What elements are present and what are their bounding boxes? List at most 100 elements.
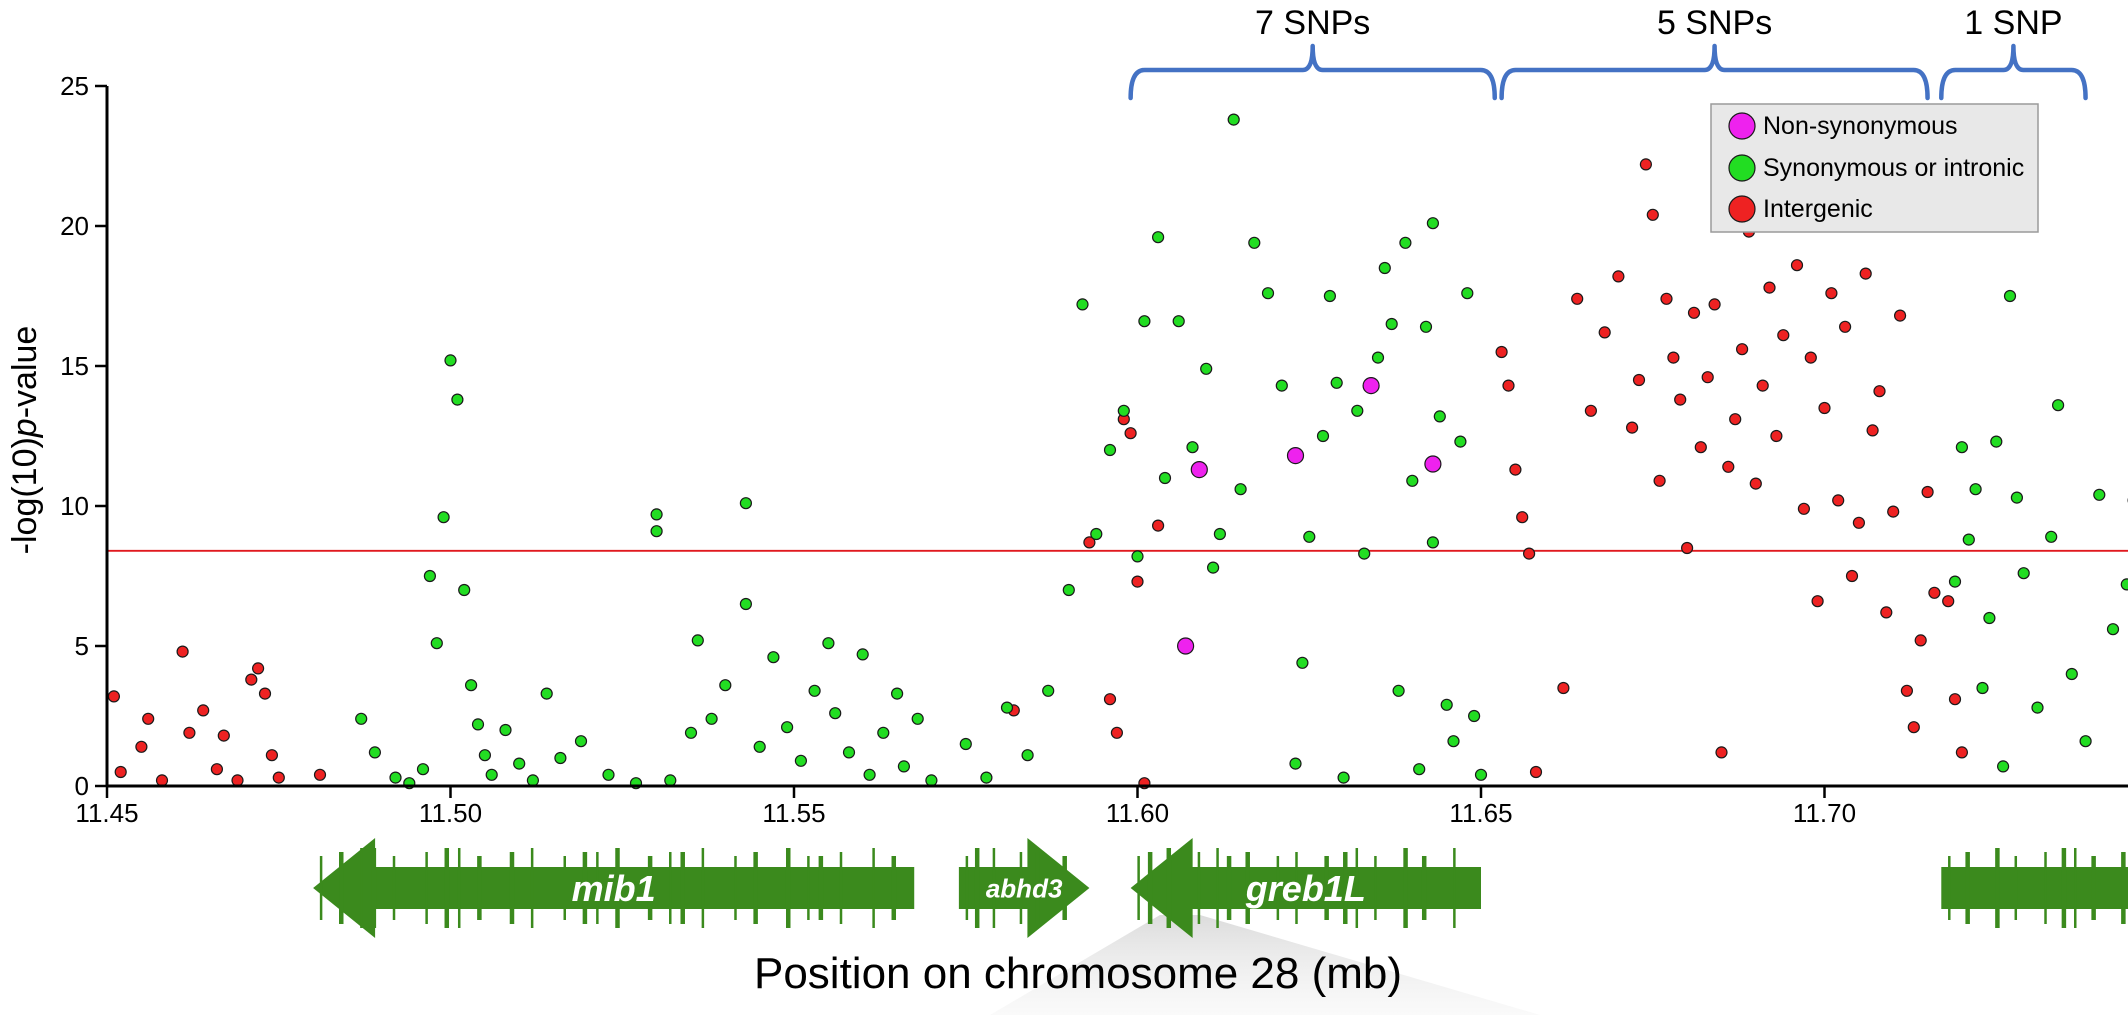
snp-point-synonymous-96: [1474, 768, 1488, 781]
snp-point-synonymous-24: [650, 525, 663, 538]
snp-point-intergenic-81: [1928, 586, 1941, 599]
snp-point-synonymous-23: [650, 508, 663, 521]
snp-point-synonymous-69: [1261, 287, 1275, 300]
snp-point-synonymous-49: [1000, 701, 1014, 714]
snp-point-intergenic-3: [142, 712, 155, 725]
snp-point-intergenic-11: [245, 673, 258, 686]
snp-point-synonymous-72: [1296, 656, 1309, 669]
snp-point-intergenic-56: [1756, 379, 1769, 392]
gene-mib1: [313, 838, 915, 938]
snp-point-synonymous-32: [753, 740, 766, 753]
y-axis-label: -log(10)p-value: [6, 326, 44, 555]
snp-point-synonymous-103: [1990, 435, 2003, 448]
snp-point-synonymous-93: [1454, 435, 1467, 448]
snp-point-intergenic-58: [1770, 429, 1783, 443]
snp-point-synonymous-108: [2031, 701, 2044, 714]
legend-label-intergenic: Intergenic: [1763, 195, 1873, 223]
snp-point-synonymous-95: [1467, 709, 1481, 723]
snp-point-intergenic-30: [1522, 547, 1536, 560]
snp-point-synonymous-67: [1234, 483, 1247, 496]
gene-greb1l: [1130, 838, 1481, 938]
legend-box: [1710, 103, 2039, 233]
snp-point-synonymous-85: [1406, 474, 1419, 487]
snp-point-intergenic-59: [1777, 329, 1790, 342]
gene-rock1: [1941, 867, 2128, 909]
snp-point-non-synonymous-0: [1176, 637, 1195, 655]
snp-point-intergenic-13: [258, 687, 272, 700]
snp-point-synonymous-50: [1021, 749, 1034, 762]
snp-point-intergenic-6: [183, 726, 196, 739]
snp-point-synonymous-41: [863, 768, 876, 781]
snp-point-synonymous-76: [1330, 376, 1343, 389]
greb1l-zoom-shading: [990, 915, 1540, 1015]
snp-point-intergenic-20: [1110, 726, 1124, 739]
snp-bracket-2: [1939, 43, 2088, 101]
snp-point-intergenic-16: [313, 768, 327, 781]
snp-point-synonymous-109: [2045, 530, 2058, 543]
snp-point-intergenic-12: [252, 662, 265, 675]
snp-point-intergenic-23: [1131, 575, 1144, 588]
snp-point-synonymous-57: [1131, 550, 1144, 563]
snp-point-intergenic-79: [1914, 634, 1927, 647]
snp-point-intergenic-53: [1735, 343, 1749, 356]
snp-point-synonymous-92: [1447, 735, 1460, 748]
snp-point-synonymous-11: [465, 679, 478, 692]
snp-point-intergenic-46: [1687, 306, 1701, 319]
snp-point-intergenic-67: [1832, 494, 1845, 507]
snp-point-synonymous-38: [829, 707, 842, 720]
snp-point-intergenic-68: [1838, 320, 1852, 333]
snp-point-intergenic-31: [1529, 765, 1543, 779]
snp-point-synonymous-13: [478, 749, 491, 762]
snp-point-intergenic-33: [1571, 292, 1584, 305]
snp-point-synonymous-75: [1323, 289, 1337, 303]
snp-point-intergenic-39: [1639, 158, 1653, 171]
snp-point-intergenic-83: [1948, 693, 1962, 706]
snp-point-synonymous-64: [1206, 561, 1220, 574]
snp-point-synonymous-70: [1275, 379, 1288, 392]
snp-point-synonymous-17: [526, 774, 540, 787]
snp-point-synonymous-60: [1158, 471, 1172, 485]
snp-point-synonymous-40: [856, 648, 869, 661]
snp-point-synonymous-88: [1426, 217, 1440, 230]
snp-point-synonymous-20: [574, 735, 588, 748]
snp-point-synonymous-59: [1151, 231, 1165, 244]
snp-point-synonymous-94: [1461, 287, 1474, 300]
snp-point-synonymous-98: [1955, 441, 1969, 454]
legend-swatch-non-synonymous: [1728, 112, 1756, 140]
snp-point-synonymous-77: [1337, 771, 1350, 784]
snp-point-intergenic-29: [1516, 511, 1529, 524]
gene-label-abhd3: abhd3: [986, 873, 1063, 903]
snp-point-synonymous-80: [1371, 351, 1385, 364]
x-tick-label-3: 11.60: [1106, 798, 1169, 828]
snp-point-synonymous-6: [430, 637, 443, 650]
snp-brackets: 7 SNPs 5 SNPs 1 SNP: [1128, 4, 2088, 101]
snp-point-synonymous-53: [1076, 298, 1089, 311]
x-tick-label-4: 11.65: [1449, 798, 1512, 828]
snp-point-synonymous-1: [368, 746, 381, 759]
snp-point-intergenic-66: [1825, 287, 1838, 300]
snp-point-synonymous-16: [513, 757, 526, 770]
snp-point-intergenic-4: [155, 774, 169, 787]
snp-point-synonymous-61: [1172, 315, 1185, 328]
snp-point-intergenic-9: [217, 729, 230, 742]
y-ticks: 0 5 10 15 20 25: [60, 71, 107, 801]
legend-swatch-synonymous: [1728, 154, 1756, 182]
snp-point-synonymous-86: [1413, 763, 1426, 776]
snp-point-synonymous-5: [423, 569, 436, 583]
snp-point-intergenic-62: [1797, 502, 1811, 515]
snp-point-synonymous-44: [897, 760, 911, 773]
snp-point-intergenic-76: [1893, 309, 1907, 322]
snp-point-synonymous-68: [1248, 236, 1261, 249]
snp-point-intergenic-55: [1749, 477, 1762, 490]
snp-point-intergenic-1: [114, 765, 127, 779]
snp-point-intergenic-10: [231, 774, 244, 787]
snp-point-synonymous-84: [1399, 236, 1412, 249]
snp-point-synonymous-73: [1303, 530, 1316, 543]
snp-point-intergenic-27: [1502, 379, 1515, 392]
snp-point-synonymous-105: [2003, 289, 2017, 303]
snp-point-intergenic-80: [1921, 485, 1934, 499]
snp-point-intergenic-34: [1584, 404, 1598, 417]
snp-point-intergenic-70: [1852, 516, 1866, 529]
snp-point-intergenic-28: [1509, 463, 1522, 476]
y-tick-label-2: 10: [60, 491, 89, 521]
